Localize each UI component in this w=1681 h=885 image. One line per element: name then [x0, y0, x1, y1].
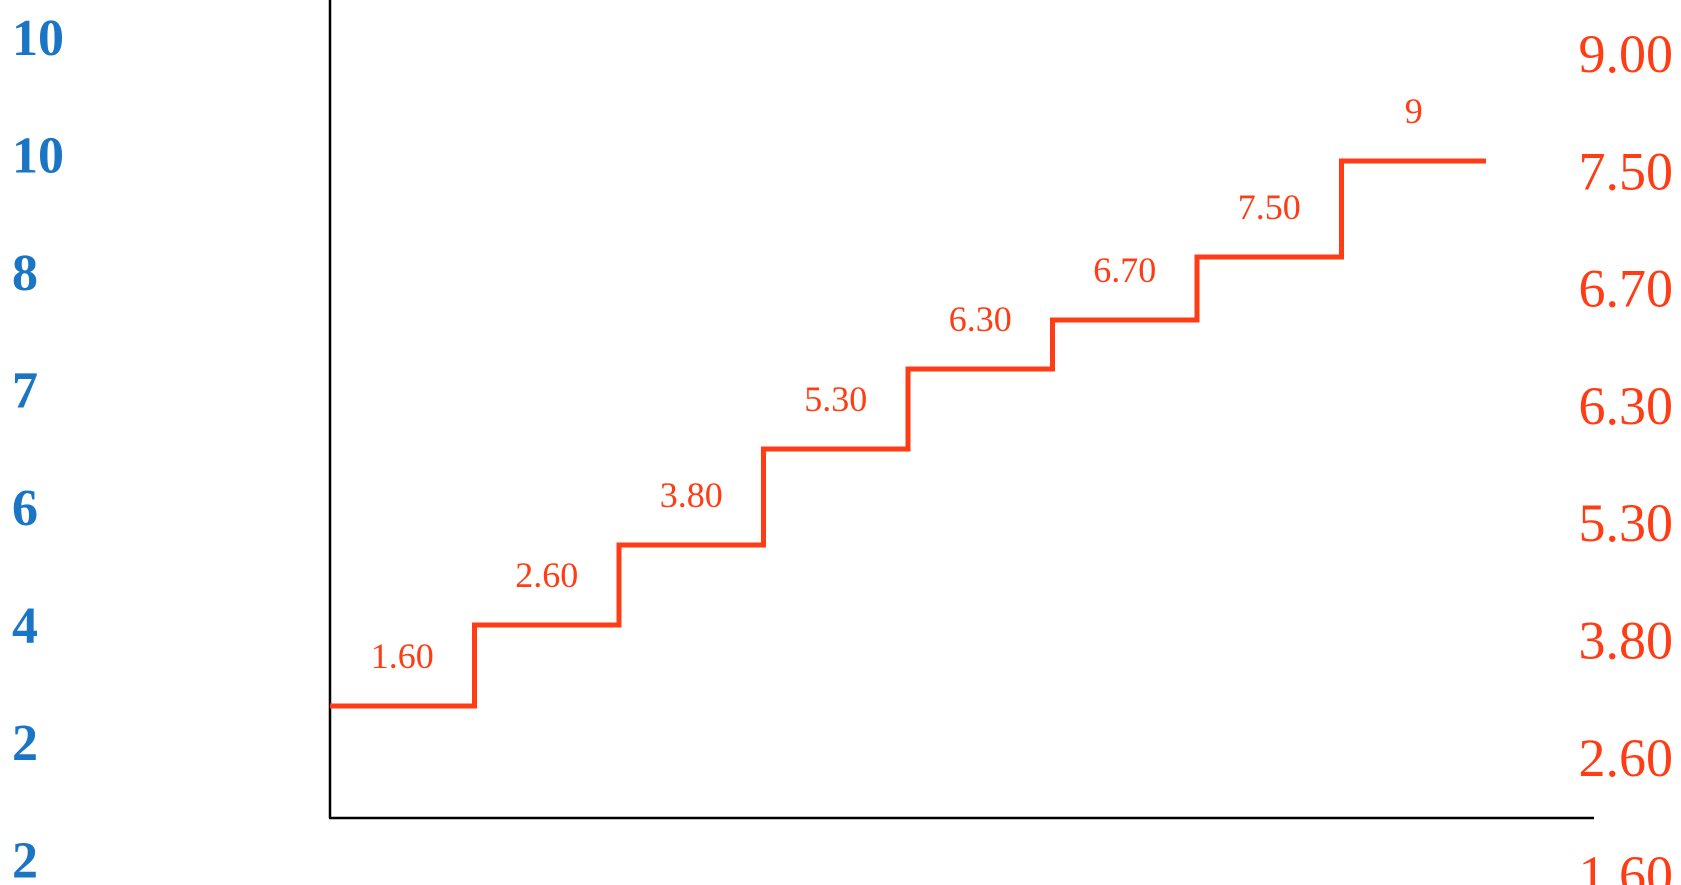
right-tick-label-5: 5.30: [1579, 493, 1674, 553]
left-axis-ticks: 10 10 8 7 6 4 2 2: [12, 10, 64, 885]
data-label-6: 6.70: [1093, 250, 1156, 290]
left-tick-label-2: 10: [12, 128, 64, 185]
left-tick-label-6: 4: [12, 598, 38, 655]
right-tick-label-2: 7.50: [1579, 141, 1674, 201]
left-tick-label-8: 2: [12, 833, 38, 885]
data-label-2: 2.60: [515, 555, 578, 595]
right-tick-label-6: 3.80: [1579, 611, 1674, 671]
data-label-3: 3.80: [660, 475, 723, 515]
data-label-4: 5.30: [804, 379, 867, 419]
right-axis-ticks: 9.00 7.50 6.70 6.30 5.30 3.80 2.60 1.60: [1579, 24, 1674, 885]
right-tick-label-7: 2.60: [1579, 728, 1674, 788]
data-label-1: 1.60: [371, 636, 434, 676]
data-label-8: 9: [1405, 91, 1423, 131]
left-tick-label-7: 2: [12, 715, 38, 772]
data-labels: 1.60 2.60 3.80 5.30 6.30 6.70 7.50 9: [371, 91, 1423, 676]
right-tick-label-1: 9.00: [1579, 24, 1674, 84]
data-label-7: 7.50: [1238, 187, 1301, 227]
left-tick-label-5: 6: [12, 480, 38, 537]
data-label-5: 6.30: [949, 299, 1012, 339]
right-tick-label-4: 6.30: [1579, 376, 1674, 436]
right-tick-label-3: 6.70: [1579, 259, 1674, 319]
series-step-line: [330, 158, 1486, 709]
left-tick-label-1: 10: [12, 10, 64, 67]
right-tick-label-8: 1.60: [1579, 845, 1674, 885]
left-tick-label-4: 7: [12, 363, 38, 420]
left-tick-label-3: 8: [12, 245, 38, 302]
